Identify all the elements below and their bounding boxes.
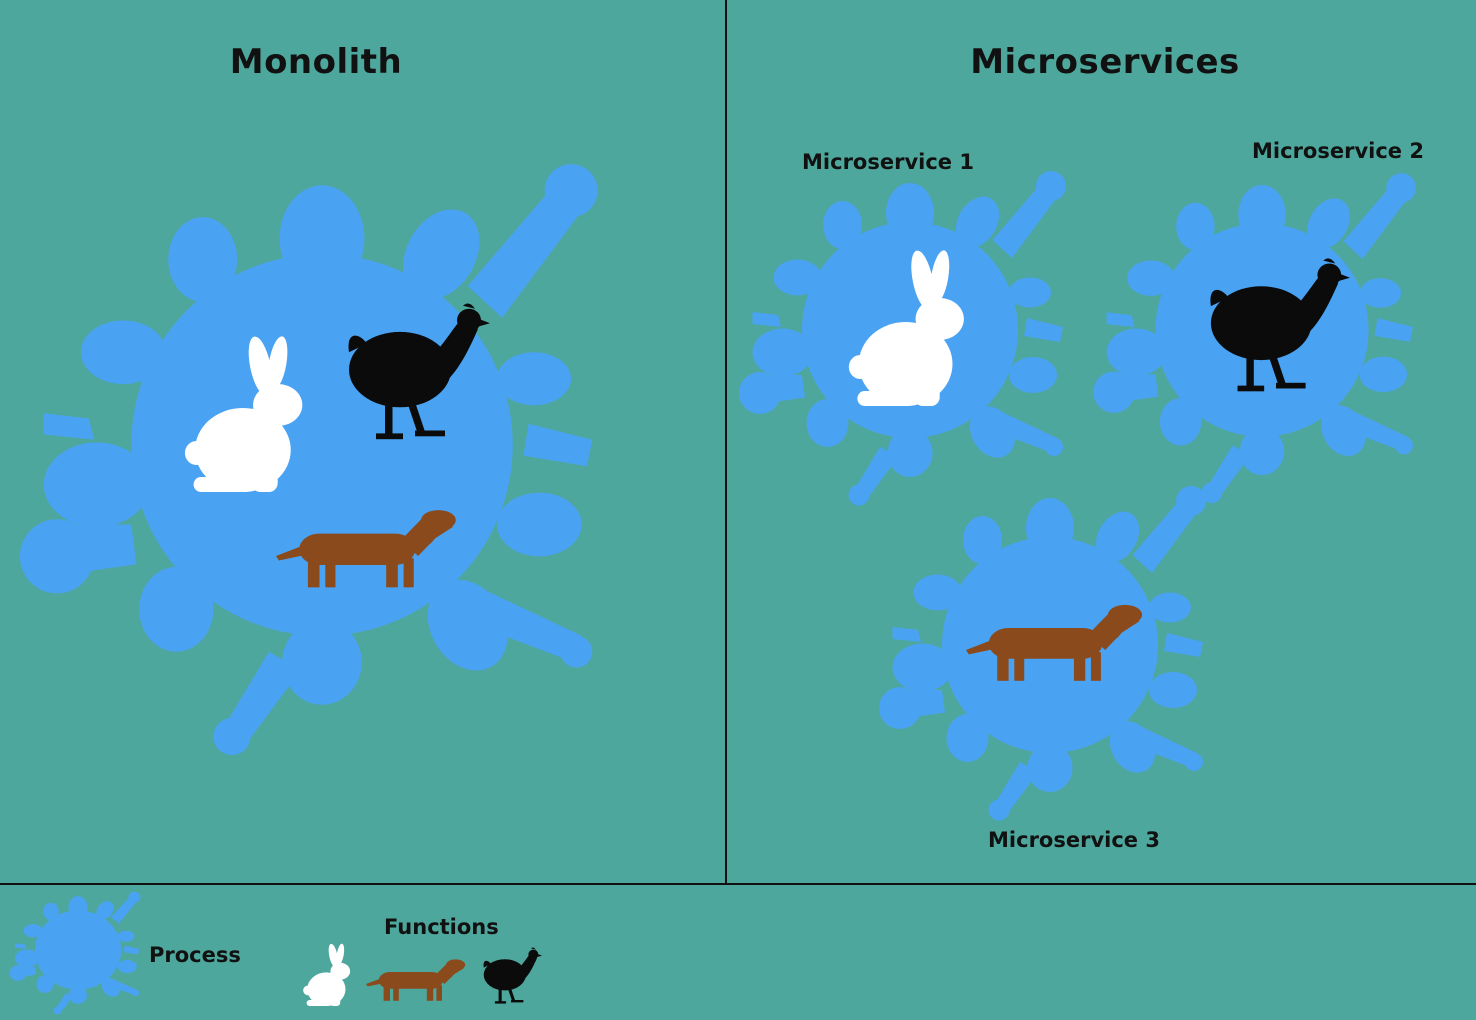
legend-chicken-icon [483, 947, 542, 1004]
microservices-title: Microservices [970, 42, 1240, 82]
monolith-process-splat [19, 164, 598, 756]
legend-functions-label: Functions [384, 915, 499, 939]
microservice-2-label: Microservice 2 [1252, 139, 1424, 163]
monolith-title: Monolith [229, 42, 403, 82]
microservice-3-label: Microservice 3 [988, 828, 1160, 852]
legend-process-label: Process [149, 943, 241, 967]
legend-process-splat [9, 891, 141, 1015]
microservice-1-label: Microservice 1 [802, 150, 974, 174]
legend-dog-icon [366, 959, 466, 1001]
legend-rabbit-icon [303, 942, 351, 1006]
